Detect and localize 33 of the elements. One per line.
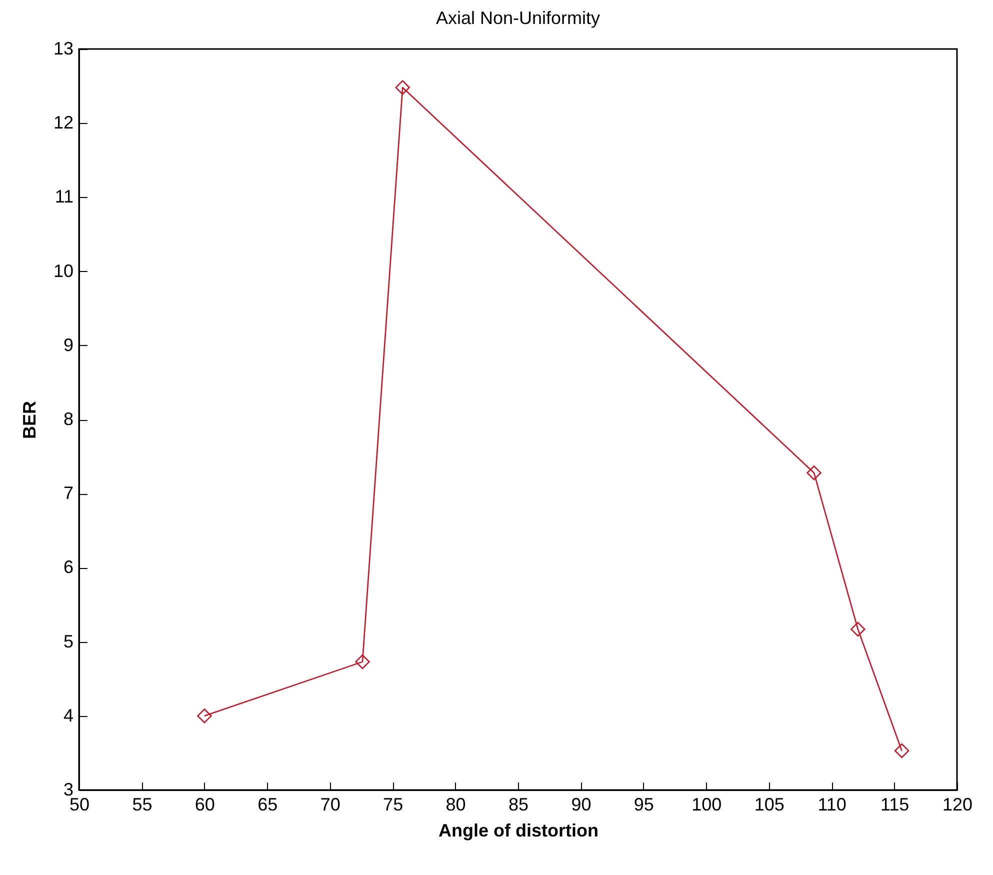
y-tick-label: 10 <box>53 260 74 281</box>
y-tick-label: 4 <box>63 705 74 726</box>
y-tick-label: 8 <box>63 409 74 429</box>
point <box>806 465 822 480</box>
x-tick-label: 60 <box>194 794 215 814</box>
x-tick-label: 85 <box>508 794 529 814</box>
x-tick-label: 90 <box>571 794 592 814</box>
x-tick-label: 70 <box>320 794 340 814</box>
point <box>850 622 866 637</box>
y-axis-title: BER <box>19 400 40 440</box>
x-tick-label: 110 <box>818 794 846 814</box>
x-tick-label: 75 <box>383 794 404 814</box>
point <box>894 743 910 758</box>
x-tick-label: 95 <box>634 794 654 814</box>
y-tick-label: 11 <box>54 186 74 207</box>
y-tick-label: 7 <box>63 483 74 504</box>
y-tick-label: 12 <box>53 112 74 133</box>
point <box>197 708 212 724</box>
x-tick-label: 100 <box>692 794 722 814</box>
y-tick-label: 13 <box>53 38 74 58</box>
y-tick-label: 9 <box>63 334 74 355</box>
x-axis-title: Angle of distortion <box>438 820 598 840</box>
point <box>395 80 410 95</box>
y-tick-label: 6 <box>63 557 74 578</box>
x-tick-label: 55 <box>132 794 152 814</box>
y-tick-label: 5 <box>63 631 74 652</box>
chart-title: Axial Non-Uniformity <box>436 8 600 28</box>
x-tick-label: 105 <box>754 794 784 814</box>
x-tick-label: 65 <box>258 794 278 814</box>
x-tick-label: 120 <box>942 794 973 814</box>
point <box>355 654 370 670</box>
x-tick-label: 115 <box>880 794 910 814</box>
x-tick-label: 80 <box>446 794 466 814</box>
